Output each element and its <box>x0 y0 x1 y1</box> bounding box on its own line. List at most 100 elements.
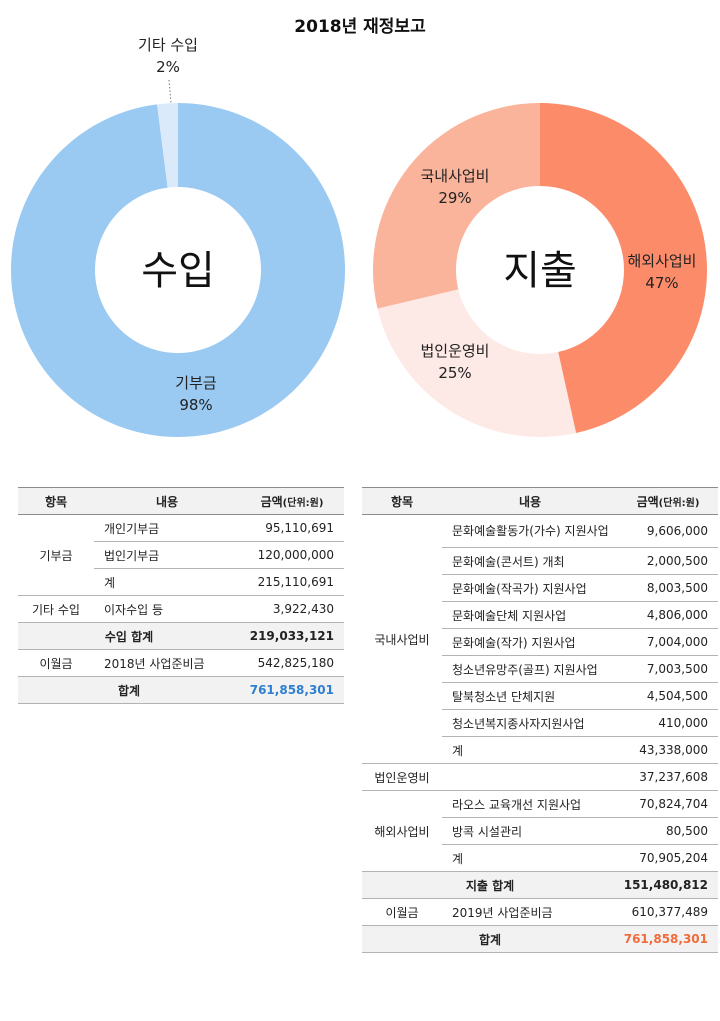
donut-slice <box>540 103 708 434</box>
donut-slice <box>377 289 577 438</box>
subtotal-row: 지출 합계 151,480,812 <box>362 871 718 899</box>
total-row: 합계 761,858,301 <box>18 676 344 704</box>
description-cell: 문화예술활동가(가수) 지원사업 <box>442 514 618 548</box>
expense-center-label: 지출 <box>503 248 577 294</box>
table-row: 법인운영비 37,237,608 <box>362 763 718 791</box>
total-amount: 761,858,301 <box>240 676 344 704</box>
header-amount: 금액(단위:원) <box>618 487 718 515</box>
report-title: 2018년 재정보고 <box>294 17 426 37</box>
amount-cell: 9,606,000 <box>618 514 718 548</box>
amount-cell: 70,905,204 <box>618 844 718 872</box>
slice-label: 해외사업비 <box>627 252 696 270</box>
description-cell: 법인기부금 <box>94 541 240 569</box>
total-label: 합계 <box>18 676 240 704</box>
description-cell: 개인기부금 <box>94 514 240 542</box>
table-row: 문화예술(작가) 지원사업 7,004,000 <box>362 628 718 656</box>
total-row: 합계 761,858,301 <box>362 925 718 953</box>
table-row: 법인기부금 120,000,000 <box>18 541 344 569</box>
header-item: 항목 <box>18 487 94 515</box>
table-row: 계 215,110,691 <box>18 568 344 596</box>
table-row: 기부금 개인기부금 95,110,691 <box>18 514 344 596</box>
category-cell: 법인운영비 <box>362 763 442 791</box>
description-cell: 이자수입 등 <box>94 595 240 623</box>
expense-table-header: 항목 내용 금액(단위:원) <box>362 487 718 515</box>
amount-cell: 4,504,500 <box>618 682 718 710</box>
income-table-header: 항목 내용 금액(단위:원) <box>18 487 344 515</box>
amount-cell: 120,000,000 <box>240 541 344 569</box>
header-item: 항목 <box>362 487 442 515</box>
amount-cell: 410,000 <box>618 709 718 737</box>
description-cell <box>442 763 618 791</box>
amount-cell: 7,004,000 <box>618 628 718 656</box>
header-amount: 금액(단위:원) <box>240 487 344 515</box>
carryover-description: 2019년 사업준비금 <box>442 898 618 926</box>
slice-value-label: 47% <box>645 274 678 292</box>
amount-cell: 4,806,000 <box>618 601 718 629</box>
table-row: 문화예술단체 지원사업 4,806,000 <box>362 601 718 629</box>
amount-cell: 3,922,430 <box>240 595 344 623</box>
category-cell: 기타 수입 <box>18 595 94 623</box>
table-row: 문화예술(작곡가) 지원사업 8,003,500 <box>362 574 718 602</box>
total-amount: 761,858,301 <box>618 925 718 953</box>
subtotal-label: 수입 합계 <box>18 622 240 650</box>
amount-cell: 37,237,608 <box>618 763 718 791</box>
subtotal-amount: 219,033,121 <box>240 622 344 650</box>
description-cell: 문화예술(작가) 지원사업 <box>442 628 618 656</box>
table-row: 기타 수입 이자수입 등 3,922,430 <box>18 595 344 623</box>
total-label: 합계 <box>362 925 618 953</box>
subtotal-amount: 151,480,812 <box>618 871 718 899</box>
amount-cell: 2,000,500 <box>618 547 718 575</box>
description-cell: 문화예술(작곡가) 지원사업 <box>442 574 618 602</box>
category-cell: 해외사업비 <box>362 790 442 872</box>
donut-slice <box>10 103 345 437</box>
header-content: 내용 <box>442 487 618 515</box>
carryover-row: 이월금 2019년 사업준비금 610,377,489 <box>362 898 718 926</box>
description-cell: 탈북청소년 단체지원 <box>442 682 618 710</box>
amount-cell: 43,338,000 <box>618 736 718 764</box>
amount-cell: 8,003,500 <box>618 574 718 602</box>
description-cell: 청소년복지종사자지원사업 <box>442 709 618 737</box>
description-cell: 계 <box>442 736 618 764</box>
slice-label: 기부금 <box>175 374 217 392</box>
carryover-category: 이월금 <box>18 649 94 677</box>
slice-value-label: 25% <box>438 364 471 382</box>
description-cell: 라오스 교육개선 지원사업 <box>442 790 618 818</box>
income-center-label: 수입 <box>141 248 215 294</box>
amount-cell: 7,003,500 <box>618 655 718 683</box>
description-cell: 문화예술(콘서트) 개최 <box>442 547 618 575</box>
description-cell: 문화예술단체 지원사업 <box>442 601 618 629</box>
income-donut-chart: 기부금 98% 기타 수입 2% 수입 <box>10 36 345 437</box>
carryover-amount: 610,377,489 <box>618 898 718 926</box>
table-row: 국내사업비 문화예술활동가(가수) 지원사업 9,606,000 <box>362 514 718 764</box>
amount-cell: 70,824,704 <box>618 790 718 818</box>
slice-value-label: 29% <box>438 189 471 207</box>
table-row: 청소년유망주(골프) 지원사업 7,003,500 <box>362 655 718 683</box>
description-cell: 계 <box>94 568 240 596</box>
description-cell: 청소년유망주(골프) 지원사업 <box>442 655 618 683</box>
table-row: 방콕 시설관리 80,500 <box>362 817 718 845</box>
slice-value-label: 2% <box>156 58 180 76</box>
amount-cell: 80,500 <box>618 817 718 845</box>
slice-label: 기타 수입 <box>138 36 198 54</box>
table-row: 청소년복지종사자지원사업 410,000 <box>362 709 718 737</box>
slice-label: 국내사업비 <box>420 167 489 185</box>
slice-value-label: 98% <box>179 396 212 414</box>
leader-line <box>168 79 172 104</box>
table-row: 해외사업비 라오스 교육개선 지원사업 70,824,704 <box>362 790 718 872</box>
category-cell: 기부금 <box>18 514 94 596</box>
table-row: 탈북청소년 단체지원 4,504,500 <box>362 682 718 710</box>
amount-cell: 95,110,691 <box>240 514 344 542</box>
subtotal-row: 수입 합계 219,033,121 <box>18 622 344 650</box>
subtotal-label: 지출 합계 <box>362 871 618 899</box>
expense-donut-chart: 해외사업비 47% 법인운영비 25% 국내사업비 29% 지출 <box>372 103 708 438</box>
amount-cell: 215,110,691 <box>240 568 344 596</box>
table-row: 계 43,338,000 <box>362 736 718 764</box>
donut-slice <box>157 103 178 188</box>
carryover-category: 이월금 <box>362 898 442 926</box>
header-content: 내용 <box>94 487 240 515</box>
income-table: 항목 내용 금액(단위:원) 기부금 개인기부금 95,110,691 법인기부금 12… <box>18 487 344 704</box>
expense-table: 항목 내용 금액(단위:원) 국내사업비 문화예술활동가(가수) 지원사업 9,60… <box>362 487 718 953</box>
description-cell: 방콕 시설관리 <box>442 817 618 845</box>
table-row: 문화예술(콘서트) 개최 2,000,500 <box>362 547 718 575</box>
carryover-row: 이월금 2018년 사업준비금 542,825,180 <box>18 649 344 677</box>
